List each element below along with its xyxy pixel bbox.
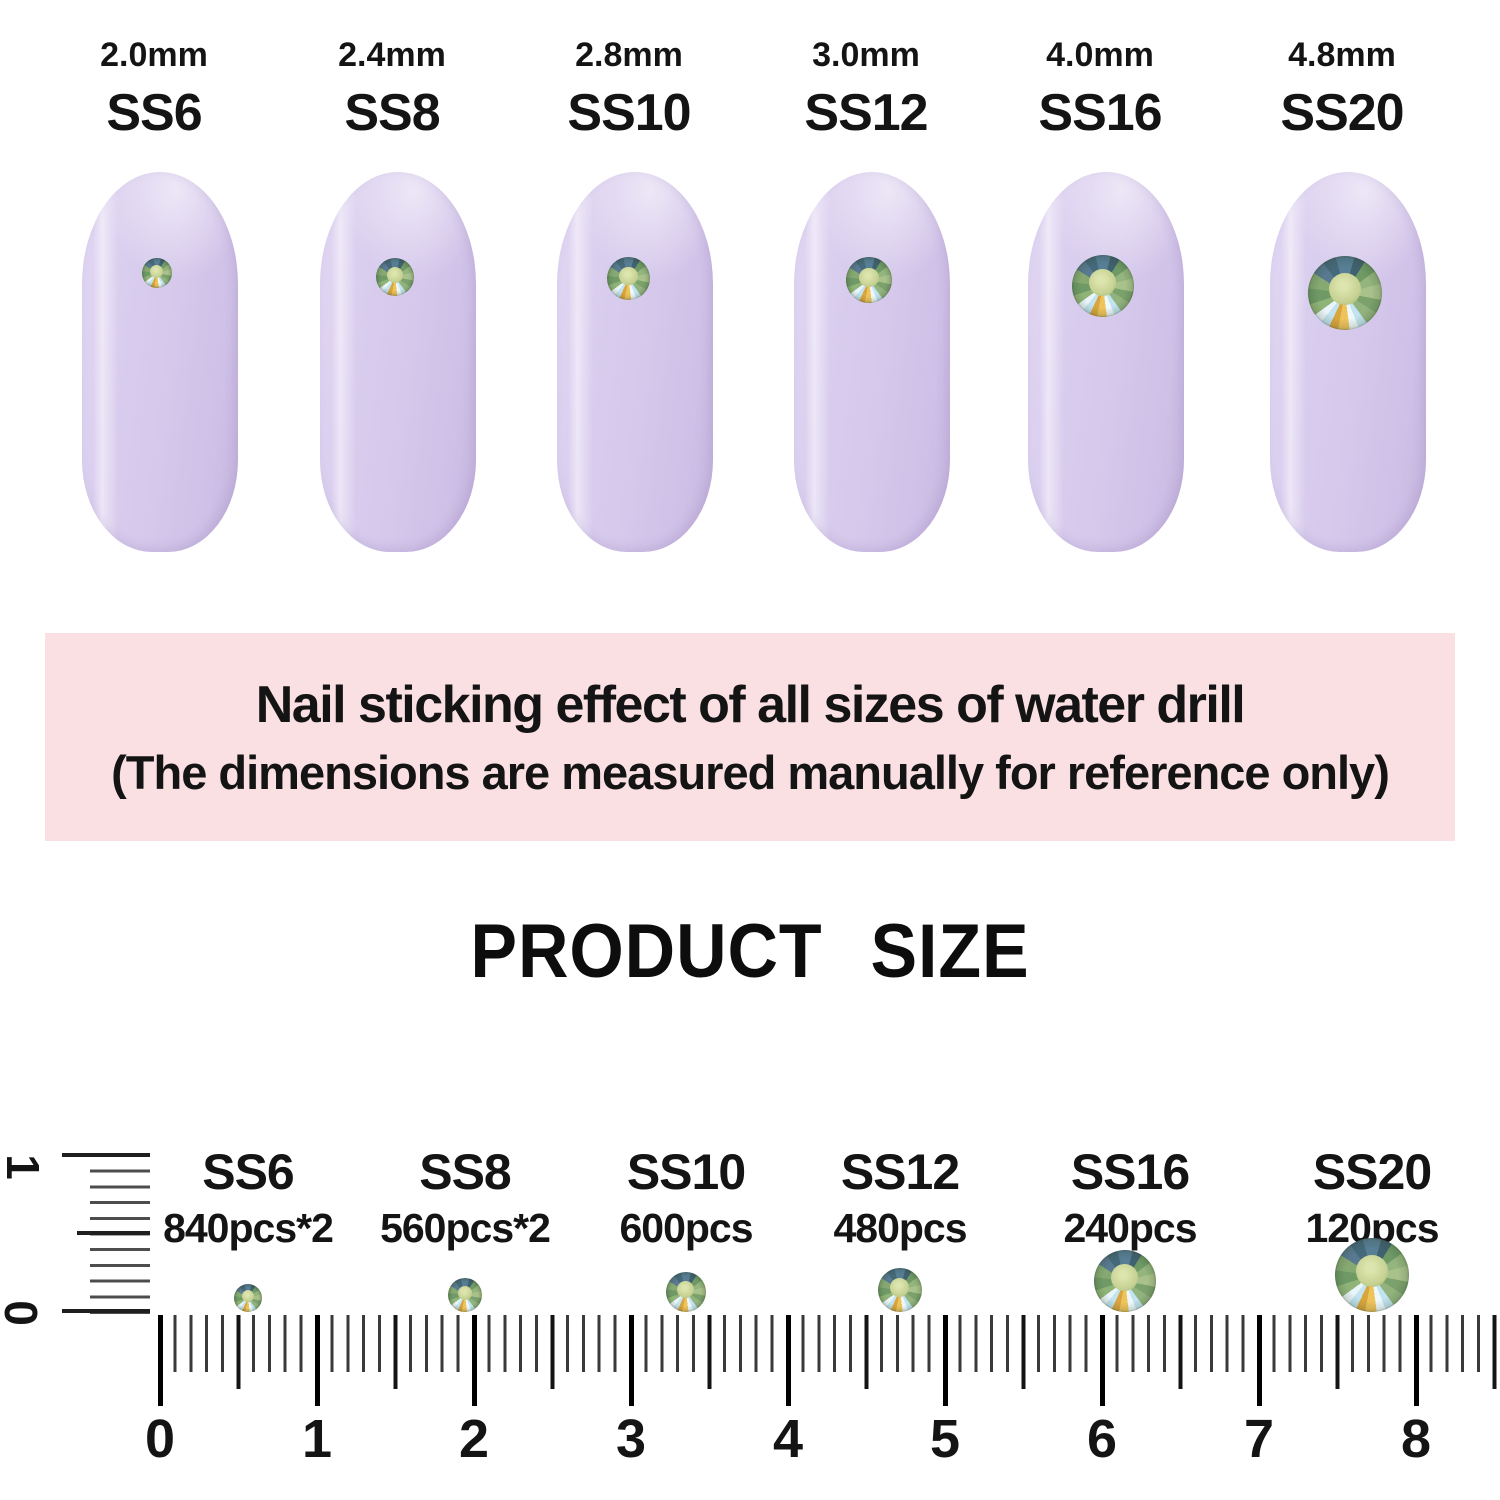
bottom-size-col-ss12: SS12 480pcs xyxy=(785,1143,1015,1252)
ss-label: SS20 xyxy=(1312,1144,1432,1200)
qty-label: 560pcs*2 xyxy=(380,1205,551,1251)
top-size-col-ss10: 2.8mm SS10 xyxy=(534,36,724,143)
qty-label: 600pcs xyxy=(619,1205,753,1251)
ss-label: SS6 xyxy=(202,1144,295,1200)
nail-tip-ss10 xyxy=(557,172,713,552)
qty-label: 840pcs*2 xyxy=(163,1205,334,1251)
rhinestone-icon xyxy=(1308,256,1382,330)
ruler-number-7: 7 xyxy=(1243,1409,1275,1469)
vertical-ruler-tick-major xyxy=(62,1309,150,1313)
ss-label: SS16 xyxy=(1070,1144,1190,1200)
vertical-ruler-tick-mid xyxy=(77,1231,150,1235)
nail-tip-ss12 xyxy=(794,172,950,552)
mm-label: 3.0mm xyxy=(812,36,920,74)
rhinestone-icon-ss8 xyxy=(448,1278,482,1312)
mm-label: 2.4mm xyxy=(338,36,446,74)
mm-label: 4.0mm xyxy=(1046,36,1154,74)
ruler-number-1: 1 xyxy=(301,1409,333,1469)
top-size-col-ss12: 3.0mm SS12 xyxy=(771,36,961,143)
ss-label: SS12 xyxy=(840,1144,960,1200)
vertical-ruler-label-1: 1 xyxy=(0,1154,49,1180)
ss-label: SS6 xyxy=(106,84,202,142)
page-title: PRODUCT SIZE xyxy=(470,909,1030,994)
ss-label: SS16 xyxy=(1038,84,1162,142)
bottom-size-col-ss6: SS6 840pcs*2 xyxy=(133,1143,363,1252)
top-size-col-ss20: 4.8mm SS20 xyxy=(1247,36,1437,143)
mm-label: 2.0mm xyxy=(100,36,208,74)
ruler-number-2: 2 xyxy=(458,1409,490,1469)
vertical-ruler-ticks xyxy=(90,1154,150,1316)
mm-label: 4.8mm xyxy=(1288,36,1396,74)
banner-line1: Nail sticking effect of all sizes of wat… xyxy=(255,675,1246,734)
ruler-number-4: 4 xyxy=(772,1409,804,1469)
top-size-col-ss16: 4.0mm SS16 xyxy=(1005,36,1195,143)
rhinestone-icon xyxy=(1072,255,1134,317)
bottom-size-col-ss16: SS16 240pcs xyxy=(1015,1143,1245,1252)
top-size-col-ss8: 2.4mm SS8 xyxy=(297,36,487,143)
banner: Nail sticking effect of all sizes of wat… xyxy=(45,633,1455,841)
nail-tip-ss6 xyxy=(82,172,238,552)
nail-tip-ss8 xyxy=(320,172,476,552)
ss-label: SS10 xyxy=(626,1144,746,1200)
top-size-col-ss6: 2.0mm SS6 xyxy=(59,36,249,143)
rhinestone-icon xyxy=(376,258,414,296)
rhinestone-icon-ss6 xyxy=(234,1284,262,1312)
rhinestone-icon-ss16 xyxy=(1094,1250,1156,1312)
nail-tip-ss16 xyxy=(1028,172,1184,552)
rhinestone-icon-ss12 xyxy=(878,1268,922,1312)
qty-label: 240pcs xyxy=(1063,1205,1197,1251)
nail-tip-ss20 xyxy=(1270,172,1426,552)
qty-label: 480pcs xyxy=(833,1205,967,1251)
ruler xyxy=(158,1315,1498,1410)
ruler-number-3: 3 xyxy=(615,1409,647,1469)
vertical-ruler-tick-major xyxy=(62,1153,150,1157)
ss-label: SS10 xyxy=(567,84,691,142)
ruler-number-0: 0 xyxy=(144,1409,176,1469)
bottom-size-col-ss20: SS20 120pcs xyxy=(1257,1143,1487,1252)
ruler-number-5: 5 xyxy=(929,1409,961,1469)
rhinestone-icon xyxy=(142,258,172,288)
mm-label: 2.8mm xyxy=(575,36,683,74)
ss-label: SS20 xyxy=(1280,84,1404,142)
ruler-number-8: 8 xyxy=(1400,1409,1432,1469)
rhinestone-icon-ss10 xyxy=(666,1272,706,1312)
bottom-size-col-ss10: SS10 600pcs xyxy=(571,1143,801,1252)
ruler-major-ticks xyxy=(158,1315,1498,1406)
rhinestone-icon-ss20 xyxy=(1335,1238,1409,1312)
banner-line2: (The dimensions are measured manually fo… xyxy=(111,745,1390,799)
rhinestone-icon xyxy=(846,257,892,303)
ss-label: SS8 xyxy=(419,1144,512,1200)
ss-label: SS12 xyxy=(804,84,928,142)
ruler-number-6: 6 xyxy=(1086,1409,1118,1469)
bottom-size-col-ss8: SS8 560pcs*2 xyxy=(350,1143,580,1252)
ss-label: SS8 xyxy=(344,84,440,142)
rhinestone-icon xyxy=(607,257,650,300)
vertical-ruler-label-0: 0 xyxy=(0,1300,48,1326)
